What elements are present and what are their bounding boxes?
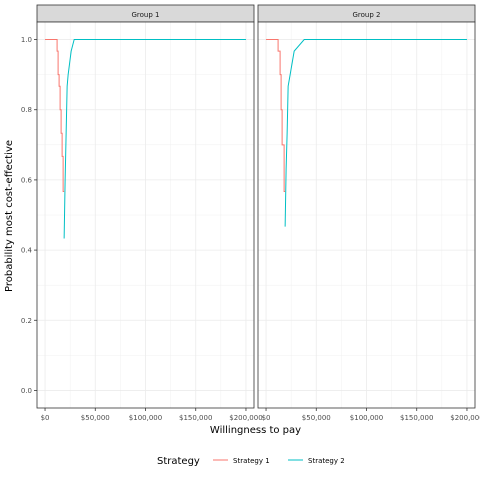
legend-label-strategy-1: Strategy 1	[233, 457, 270, 465]
x-tick-label: $200,000	[450, 414, 480, 422]
y-tick-label: 0.0	[21, 387, 32, 395]
panel-1: Group 1 $0 $50,000 $100,000 $150,000 $200,000…	[21, 4, 263, 422]
legend-entry-strategy-2: Strategy 2	[288, 457, 345, 465]
x-tick-label: $150,000	[179, 414, 212, 422]
x-tick-label: $50,000	[81, 414, 110, 422]
y-tick-label: 0.8	[21, 106, 32, 114]
panel-title-1: Group 1	[132, 11, 160, 19]
x-axis-title: Willingness to pay	[210, 425, 301, 436]
x-tick-label: $100,000	[129, 414, 162, 422]
legend-label-strategy-2: Strategy 2	[308, 457, 345, 465]
legend-title: Strategy	[157, 456, 200, 467]
legend: Strategy Strategy 1 Strategy 2	[157, 456, 345, 467]
y-axis-title: Probability most cost-effective	[4, 140, 15, 292]
series-line-strategy-2-group-1	[63, 39, 246, 239]
panels-layer: Group 1 $0 $50,000 $100,000 $150,000 $200,000…	[21, 4, 480, 422]
panel-title-2: Group 2	[353, 11, 381, 19]
x-tick-label: $0	[262, 414, 271, 422]
x-tick-label: $150,000	[400, 414, 433, 422]
legend-entry-strategy-1: Strategy 1	[213, 457, 270, 465]
x-tick-label: $100,000	[350, 414, 383, 422]
x-tick-label: $0	[41, 414, 50, 422]
panel-2: Group 2 $0 $50,000 $100,000 $150,000 $200,000	[257, 4, 480, 422]
series-line-strategy-1-group-1	[45, 39, 65, 192]
y-tick-label: 0.2	[21, 317, 32, 325]
series-line-strategy-1-group-2	[266, 39, 286, 192]
y-tick-label: 0.4	[21, 247, 33, 255]
y-tick-label: 0.6	[21, 176, 33, 184]
y-tick-label: 1.0	[21, 36, 32, 44]
x-tick-label: $200,000	[229, 414, 262, 422]
x-tick-label: $50,000	[302, 414, 331, 422]
series-line-strategy-2-group-2	[284, 39, 467, 227]
